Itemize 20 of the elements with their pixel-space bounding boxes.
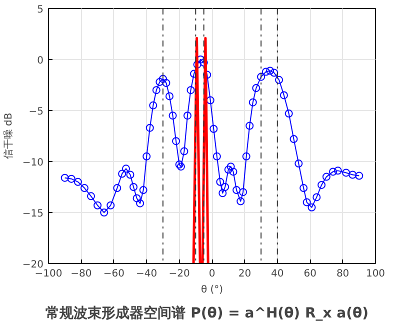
x-tick-label: 0 <box>208 268 216 280</box>
x-axis-title: θ (°) <box>200 284 224 296</box>
y-tick-label: −15 <box>22 208 44 220</box>
x-tick-label: −60 <box>103 268 124 280</box>
x-tick-label: 60 <box>304 268 316 280</box>
x-tick-label: −100 <box>34 268 62 280</box>
y-tick-label: 5 <box>37 4 44 16</box>
x-tick-label: −40 <box>136 268 158 280</box>
y-tick-label: −20 <box>22 260 44 270</box>
y-axis-title: 信干噪 dB <box>2 112 14 160</box>
x-tick-label: 20 <box>238 268 252 280</box>
x-tick-label: 80 <box>336 268 350 280</box>
x-tick-label: 40 <box>271 268 284 280</box>
x-tick-label: −80 <box>70 268 92 280</box>
y-tick-label: −10 <box>22 158 44 168</box>
x-tick-label: 100 <box>366 268 386 280</box>
text: 常规波束形成器空间谱 P(θ) = a^H(θ) R_x a(θ) <box>46 304 369 322</box>
y-tick-label: −5 <box>28 106 44 118</box>
y-tick-label: 0 <box>37 56 44 66</box>
x-tick-label: −20 <box>168 268 190 280</box>
